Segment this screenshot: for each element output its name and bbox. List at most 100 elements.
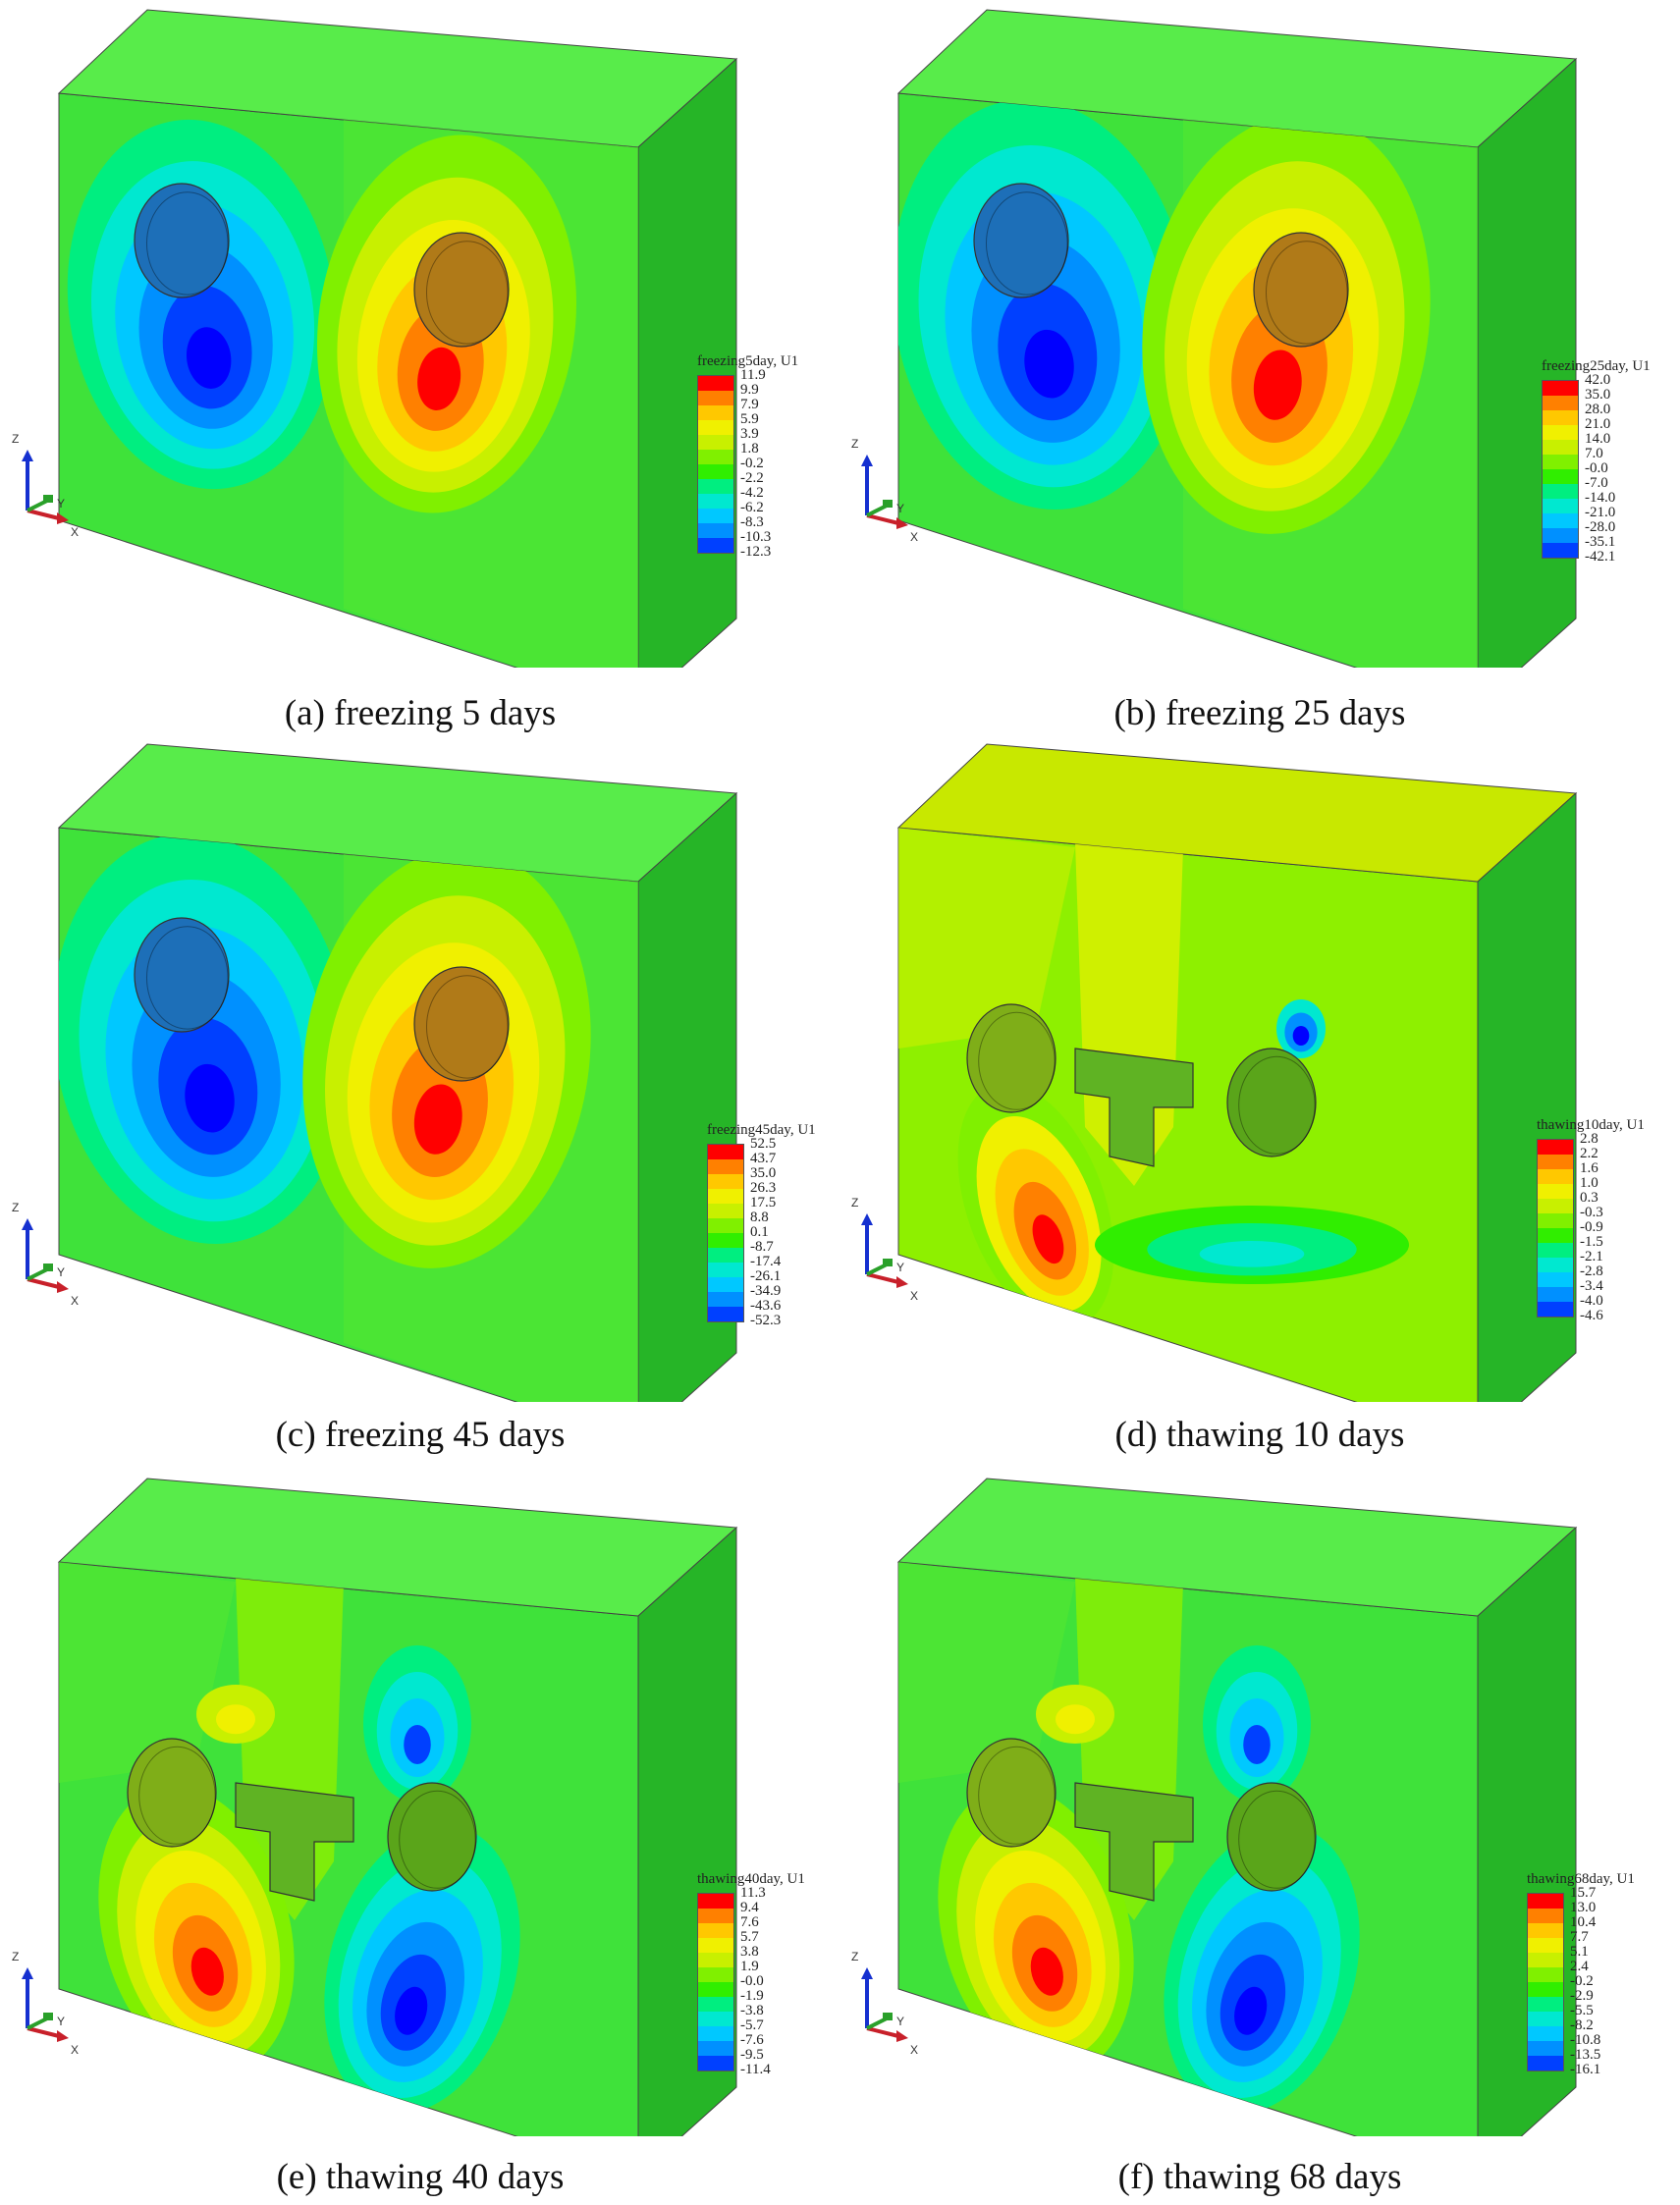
contour-band xyxy=(1243,1725,1271,1764)
legend-swatch xyxy=(1528,1953,1563,1967)
legend-tick-label: 14.0 xyxy=(1585,431,1611,447)
tunnel-right-rim xyxy=(1238,1790,1316,1889)
axis-triad-icon xyxy=(22,1218,69,1293)
legend-swatch xyxy=(1543,469,1578,484)
tunnel-right xyxy=(413,966,510,1082)
legend-tick-label: -0.9 xyxy=(1580,1219,1603,1235)
z-axis-label: Z xyxy=(12,1201,20,1214)
contour-band xyxy=(1024,329,1074,399)
legend-tick-label: 43.7 xyxy=(750,1151,777,1166)
tunnel-left-rim xyxy=(978,1746,1056,1845)
contour-band xyxy=(1253,350,1302,420)
legend-tick-label: -7.0 xyxy=(1585,475,1608,491)
legend-tick-label: 2.2 xyxy=(1580,1146,1599,1161)
legend-swatch xyxy=(698,479,733,494)
legend-tick-label: -0.0 xyxy=(740,1973,764,1989)
legend-tick-label: -28.0 xyxy=(1585,519,1616,535)
y-axis-head xyxy=(883,2013,893,2020)
negative-displacement-zone-upper xyxy=(363,1645,471,1802)
legend-tick-label: -13.5 xyxy=(1570,2047,1601,2063)
panel-caption: (c) freezing 45 days xyxy=(275,1415,566,1455)
legend-swatch xyxy=(708,1307,743,1321)
legend-swatch xyxy=(1538,1228,1573,1243)
z-axis-head xyxy=(22,1967,33,1979)
legend-swatch xyxy=(698,450,733,464)
legend-swatch xyxy=(698,376,733,391)
legend-tick-label: -2.1 xyxy=(1580,1249,1603,1264)
legend-tick-label: 52.5 xyxy=(750,1136,777,1152)
contour-band xyxy=(216,1704,255,1735)
fe-model xyxy=(896,1478,1578,2136)
legend-tick-label: -43.6 xyxy=(750,1298,782,1314)
contour-band xyxy=(395,1986,428,2035)
contour-band xyxy=(1056,1704,1095,1735)
negative-displacement-zone xyxy=(324,1825,520,2114)
legend-tick-label: -17.4 xyxy=(750,1254,782,1269)
legend-swatch xyxy=(1528,1938,1563,1953)
legend-tick-label: 1.6 xyxy=(1580,1160,1599,1176)
x-axis-arrow xyxy=(866,513,899,525)
legend-swatch xyxy=(698,2012,733,2026)
legend-swatch xyxy=(1538,1243,1573,1258)
legend-swatch xyxy=(698,523,733,538)
tunnel-right-rim xyxy=(1238,1055,1316,1155)
legend-title: thawing68day, U1 xyxy=(1527,1871,1635,1887)
legend-swatch xyxy=(698,509,733,523)
legend-tick-label: -2.8 xyxy=(1580,1264,1603,1279)
legend-swatch xyxy=(698,1909,733,1923)
legend-tick-label: 0.3 xyxy=(1580,1190,1599,1206)
tunnel-left-rim xyxy=(985,191,1068,296)
y-axis-label: Y xyxy=(57,2015,66,2028)
legend-swatch xyxy=(698,1938,733,1953)
legend-swatch xyxy=(1543,455,1578,469)
y-axis-label: Y xyxy=(57,497,66,511)
legend-tick-label: -3.4 xyxy=(1580,1278,1603,1294)
legend-color-bar xyxy=(697,375,734,554)
legend-tick-label: -0.3 xyxy=(1580,1205,1603,1220)
legend-color-bar xyxy=(707,1144,744,1322)
legend-tick-label: 10.4 xyxy=(1570,1914,1597,1930)
legend-tick-label: -6.2 xyxy=(740,500,764,515)
y-axis-head xyxy=(883,1259,893,1266)
fe-model xyxy=(57,743,738,1402)
contour-band xyxy=(404,1725,431,1764)
legend-swatch xyxy=(1543,528,1578,543)
positive-displacement-zone-upper xyxy=(1036,1685,1114,1744)
legend-tick-label: -1.9 xyxy=(740,1988,764,2004)
legend-swatch xyxy=(708,1292,743,1307)
legend-tick-label: 2.8 xyxy=(1580,1131,1599,1147)
legend-swatch xyxy=(1528,2056,1563,2071)
tunnel-right-rim xyxy=(399,1790,476,1889)
legend-tick-label: -9.5 xyxy=(740,2047,764,2063)
y-axis-label: Y xyxy=(896,1261,905,1274)
legend-swatch xyxy=(708,1233,743,1248)
legend-title: freezing45day, U1 xyxy=(707,1122,816,1138)
positive-displacement-zone xyxy=(938,1786,1134,2074)
legend-swatch xyxy=(698,1982,733,1997)
z-axis-head xyxy=(861,1213,873,1225)
contour-band xyxy=(59,1562,236,1783)
legend-swatch xyxy=(1528,1967,1563,1982)
legend-swatch xyxy=(708,1248,743,1263)
z-axis-head xyxy=(22,450,33,461)
z-axis-head xyxy=(861,1967,873,1979)
panel-caption: (d) thawing 10 days xyxy=(1114,1415,1405,1455)
legend-tick-label: -34.9 xyxy=(750,1283,782,1299)
y-axis-label: Y xyxy=(57,1265,66,1279)
legend-tick-label: 5.1 xyxy=(1570,1944,1589,1960)
tunnel-right-rim xyxy=(1265,241,1348,345)
legend-swatch xyxy=(1538,1272,1573,1287)
legend-tick-label: -5.7 xyxy=(740,2017,764,2033)
x-axis-label: X xyxy=(71,525,80,539)
legend-swatch xyxy=(1538,1169,1573,1184)
positive-displacement-zone-upper xyxy=(196,1685,275,1744)
legend-tick-label: -8.7 xyxy=(750,1239,774,1255)
legend-tick-label: -1.5 xyxy=(1580,1234,1603,1250)
y-axis-head xyxy=(883,500,893,508)
legend-swatch xyxy=(698,1997,733,2012)
legend-swatch xyxy=(708,1277,743,1292)
legend-swatch xyxy=(698,464,733,479)
